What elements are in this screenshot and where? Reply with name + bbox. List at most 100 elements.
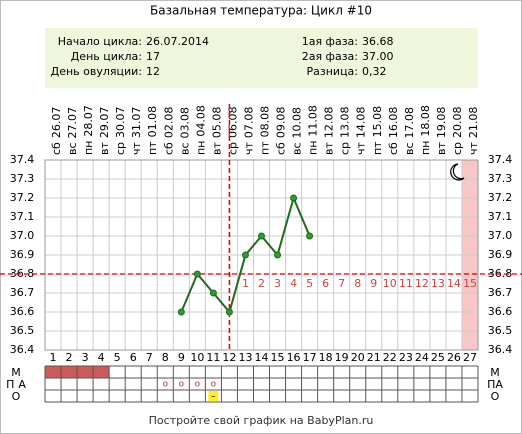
info-value: 37.00 bbox=[362, 50, 394, 63]
date: 07.08 bbox=[242, 107, 255, 139]
y-tick-label: 36.5 bbox=[10, 324, 35, 337]
y-tick-label: 37.3 bbox=[10, 172, 35, 185]
date: 02.08 bbox=[162, 107, 175, 139]
footer: Постройте свой график на BabyPlan.ru bbox=[149, 414, 374, 427]
weekday: пн bbox=[307, 141, 320, 155]
date: 20.08 bbox=[451, 106, 464, 138]
y-tick-label: 37.1 bbox=[488, 210, 513, 223]
temperature-point bbox=[258, 232, 265, 240]
date-label: пн 28.07 bbox=[82, 105, 95, 155]
day-number: 9 bbox=[178, 351, 185, 364]
y-tick-label: 36.6 bbox=[488, 305, 513, 318]
info-label: День цикла: bbox=[71, 50, 142, 63]
weekday: вс bbox=[66, 142, 79, 155]
day-number: 21 bbox=[367, 351, 381, 364]
phase2-day: 8 bbox=[354, 277, 361, 290]
day-number: 10 bbox=[190, 351, 204, 364]
phase2-day: 3 bbox=[274, 277, 281, 290]
weekday: сб bbox=[275, 142, 288, 155]
day-number: 15 bbox=[271, 351, 285, 364]
intercourse-symbol: o bbox=[163, 380, 169, 390]
weekday: пн bbox=[194, 141, 207, 155]
phase2-day: 10 bbox=[383, 277, 397, 290]
day-number: 14 bbox=[255, 351, 269, 364]
date: 09.08 bbox=[275, 107, 288, 139]
date-label: пн 18.08 bbox=[419, 105, 432, 155]
day-number: 17 bbox=[303, 351, 317, 364]
day-number: 11 bbox=[206, 351, 220, 364]
y-tick-label: 36.7 bbox=[10, 286, 35, 299]
row-label: О bbox=[12, 390, 25, 403]
date: 10.08 bbox=[291, 107, 304, 139]
date-label: вт 12.08 bbox=[323, 107, 336, 155]
date: 12.08 bbox=[323, 107, 336, 139]
day-number: 16 bbox=[287, 351, 301, 364]
ovulation-test-symbol: – bbox=[211, 392, 216, 402]
date-label: сб 26.07 bbox=[50, 107, 63, 155]
y-tick-label: 37.4 bbox=[488, 153, 513, 166]
date-label: пн 04.08 bbox=[194, 105, 207, 155]
info-label: Разница: bbox=[307, 65, 359, 78]
y-tick-label: 36.9 bbox=[10, 248, 35, 261]
date: 18.08 bbox=[419, 105, 432, 137]
weekday: пн bbox=[419, 141, 432, 155]
weekday: вт bbox=[435, 142, 448, 155]
temperature-point bbox=[241, 251, 249, 259]
date-label: чт 14.08 bbox=[355, 107, 368, 155]
weekday: ср bbox=[114, 142, 127, 155]
phase2-day: 15 bbox=[463, 277, 477, 290]
info-label: 1ая фаза: bbox=[302, 35, 358, 48]
y-tick-label: 37.2 bbox=[10, 191, 35, 204]
y-tick-label: 36.4 bbox=[488, 343, 513, 356]
weekday: вс bbox=[403, 142, 416, 155]
day-number: 8 bbox=[162, 351, 169, 364]
temperature-point bbox=[274, 251, 282, 259]
date-label: пт 15.08 bbox=[371, 106, 384, 155]
date: 29.07 bbox=[98, 107, 111, 139]
date-label: ср 06.08 bbox=[226, 106, 239, 155]
y-tick-label: 36.4 bbox=[10, 343, 35, 356]
date-label: ср 30.07 bbox=[114, 106, 127, 155]
date: 05.08 bbox=[210, 107, 223, 139]
row-label: М bbox=[490, 366, 500, 379]
day-number: 18 bbox=[319, 351, 333, 364]
ovulation-test-cell bbox=[208, 391, 219, 401]
date-label: вс 03.08 bbox=[178, 107, 191, 155]
phase2-day: 11 bbox=[399, 277, 413, 290]
info-value: 0,32 bbox=[362, 65, 387, 78]
weekday: вт bbox=[210, 142, 223, 155]
date: 08.08 bbox=[259, 106, 272, 138]
temperature-point bbox=[225, 308, 233, 316]
phase2-day: 4 bbox=[290, 277, 297, 290]
info-value: 12 bbox=[146, 65, 160, 78]
phase2-day: 14 bbox=[447, 277, 461, 290]
menstruation-cell bbox=[93, 366, 110, 378]
day-number: 23 bbox=[399, 351, 413, 364]
phase2-day: 2 bbox=[258, 277, 265, 290]
phase2-day: 1 bbox=[242, 277, 249, 290]
temperature-point bbox=[306, 232, 314, 240]
weekday: сб bbox=[50, 142, 63, 155]
intercourse-symbol: o bbox=[179, 380, 185, 390]
y-tick-label: 36.8 bbox=[10, 267, 35, 280]
day-number: 13 bbox=[238, 351, 252, 364]
y-tick-label: 37.0 bbox=[10, 229, 35, 242]
weekday: вт bbox=[323, 142, 336, 155]
date: 19.08 bbox=[435, 107, 448, 139]
phase2-day: 12 bbox=[415, 277, 429, 290]
y-tick-label: 36.7 bbox=[488, 286, 513, 299]
day-number: 22 bbox=[383, 351, 397, 364]
phase2-day: 6 bbox=[322, 277, 329, 290]
y-tick-label: 37.3 bbox=[488, 172, 513, 185]
date: 17.08 bbox=[403, 107, 416, 139]
date-label: вт 29.07 bbox=[98, 107, 111, 155]
day-number: 7 bbox=[146, 351, 153, 364]
y-tick-label: 36.9 bbox=[488, 248, 513, 261]
info-value: 26.07.2014 bbox=[146, 35, 209, 48]
row-label: М bbox=[11, 366, 25, 379]
date: 13.08 bbox=[339, 106, 352, 138]
date-label: пт 01.08 bbox=[146, 106, 159, 155]
intercourse-symbol: o bbox=[211, 380, 217, 390]
day-number: 3 bbox=[82, 351, 89, 364]
info-label: 2ая фаза: bbox=[302, 50, 358, 63]
